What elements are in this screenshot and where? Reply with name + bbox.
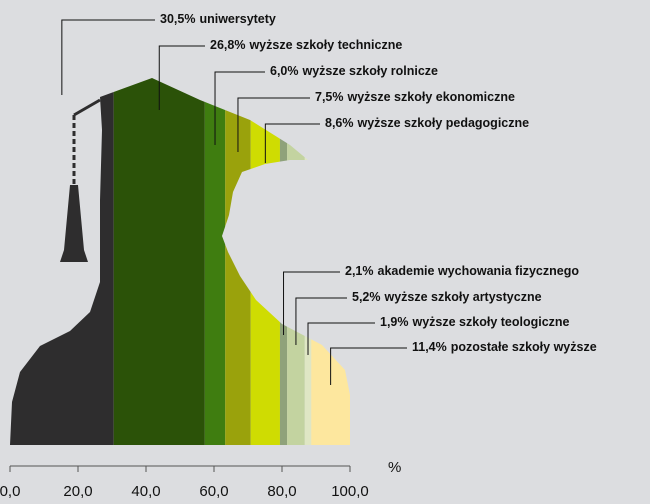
data-label: 6,0%wyższe szkoły rolnicze xyxy=(270,64,438,78)
band xyxy=(305,70,311,450)
x-tick-label: 80,0 xyxy=(267,483,296,500)
band xyxy=(287,70,305,450)
category-label: wyższe szkoły pedagogiczne xyxy=(357,116,530,130)
data-label: 1,9%wyższe szkoły teologiczne xyxy=(380,315,570,329)
data-label: 11,4% pozostałe szkoły wyższe xyxy=(412,340,597,354)
value-label: 7,5% xyxy=(315,90,344,104)
category-label: wyższe szkoły techniczne xyxy=(248,38,402,52)
category-label: wyższe szkoły teologiczne xyxy=(412,315,570,329)
value-label: 26,8% xyxy=(210,38,245,52)
chart: % 30,5%uniwersytety26,8%wyższe szkoły te… xyxy=(0,0,650,504)
data-label: 7,5%wyższe szkoły ekonomiczne xyxy=(315,90,515,104)
category-label: akademie wychowania fizycznego xyxy=(378,264,580,278)
x-tick-label: 100,0 xyxy=(331,483,369,500)
data-label: 5,2%wyższe szkoły artystyczne xyxy=(352,290,542,304)
data-label: 26,8%wyższe szkoły techniczne xyxy=(210,38,402,52)
category-label: wyższe szkoły rolnicze xyxy=(302,64,439,78)
x-tick-label: 0,0 xyxy=(0,483,20,500)
leader-line xyxy=(284,272,340,335)
x-tick-label: 60,0 xyxy=(199,483,228,500)
data-label: 2,1% akademie wychowania fizycznego xyxy=(345,264,579,278)
data-label: 30,5% uniwersytety xyxy=(160,12,276,26)
category-label: uniwersytety xyxy=(199,12,275,26)
category-label: wyższe szkoły ekonomiczne xyxy=(347,90,515,104)
value-label: 11,4% xyxy=(412,340,447,354)
value-label: 5,2% xyxy=(352,290,381,304)
x-axis-label: % xyxy=(388,459,401,476)
x-tick-label: 40,0 xyxy=(131,483,160,500)
band xyxy=(280,70,287,450)
value-label: 1,9% xyxy=(380,315,409,329)
category-label: wyższe szkoły artystyczne xyxy=(384,290,542,304)
value-label: 6,0% xyxy=(270,64,299,78)
value-label: 8,6% xyxy=(325,116,354,130)
data-label: 8,6%wyższe szkoły pedagogiczne xyxy=(325,116,529,130)
band xyxy=(114,70,205,450)
x-tick-label: 20,0 xyxy=(63,483,92,500)
value-label: 2,1% xyxy=(345,264,374,278)
category-label: pozostałe szkoły wyższe xyxy=(451,340,597,354)
tassel xyxy=(60,100,100,262)
value-label: 30,5% xyxy=(160,12,195,26)
